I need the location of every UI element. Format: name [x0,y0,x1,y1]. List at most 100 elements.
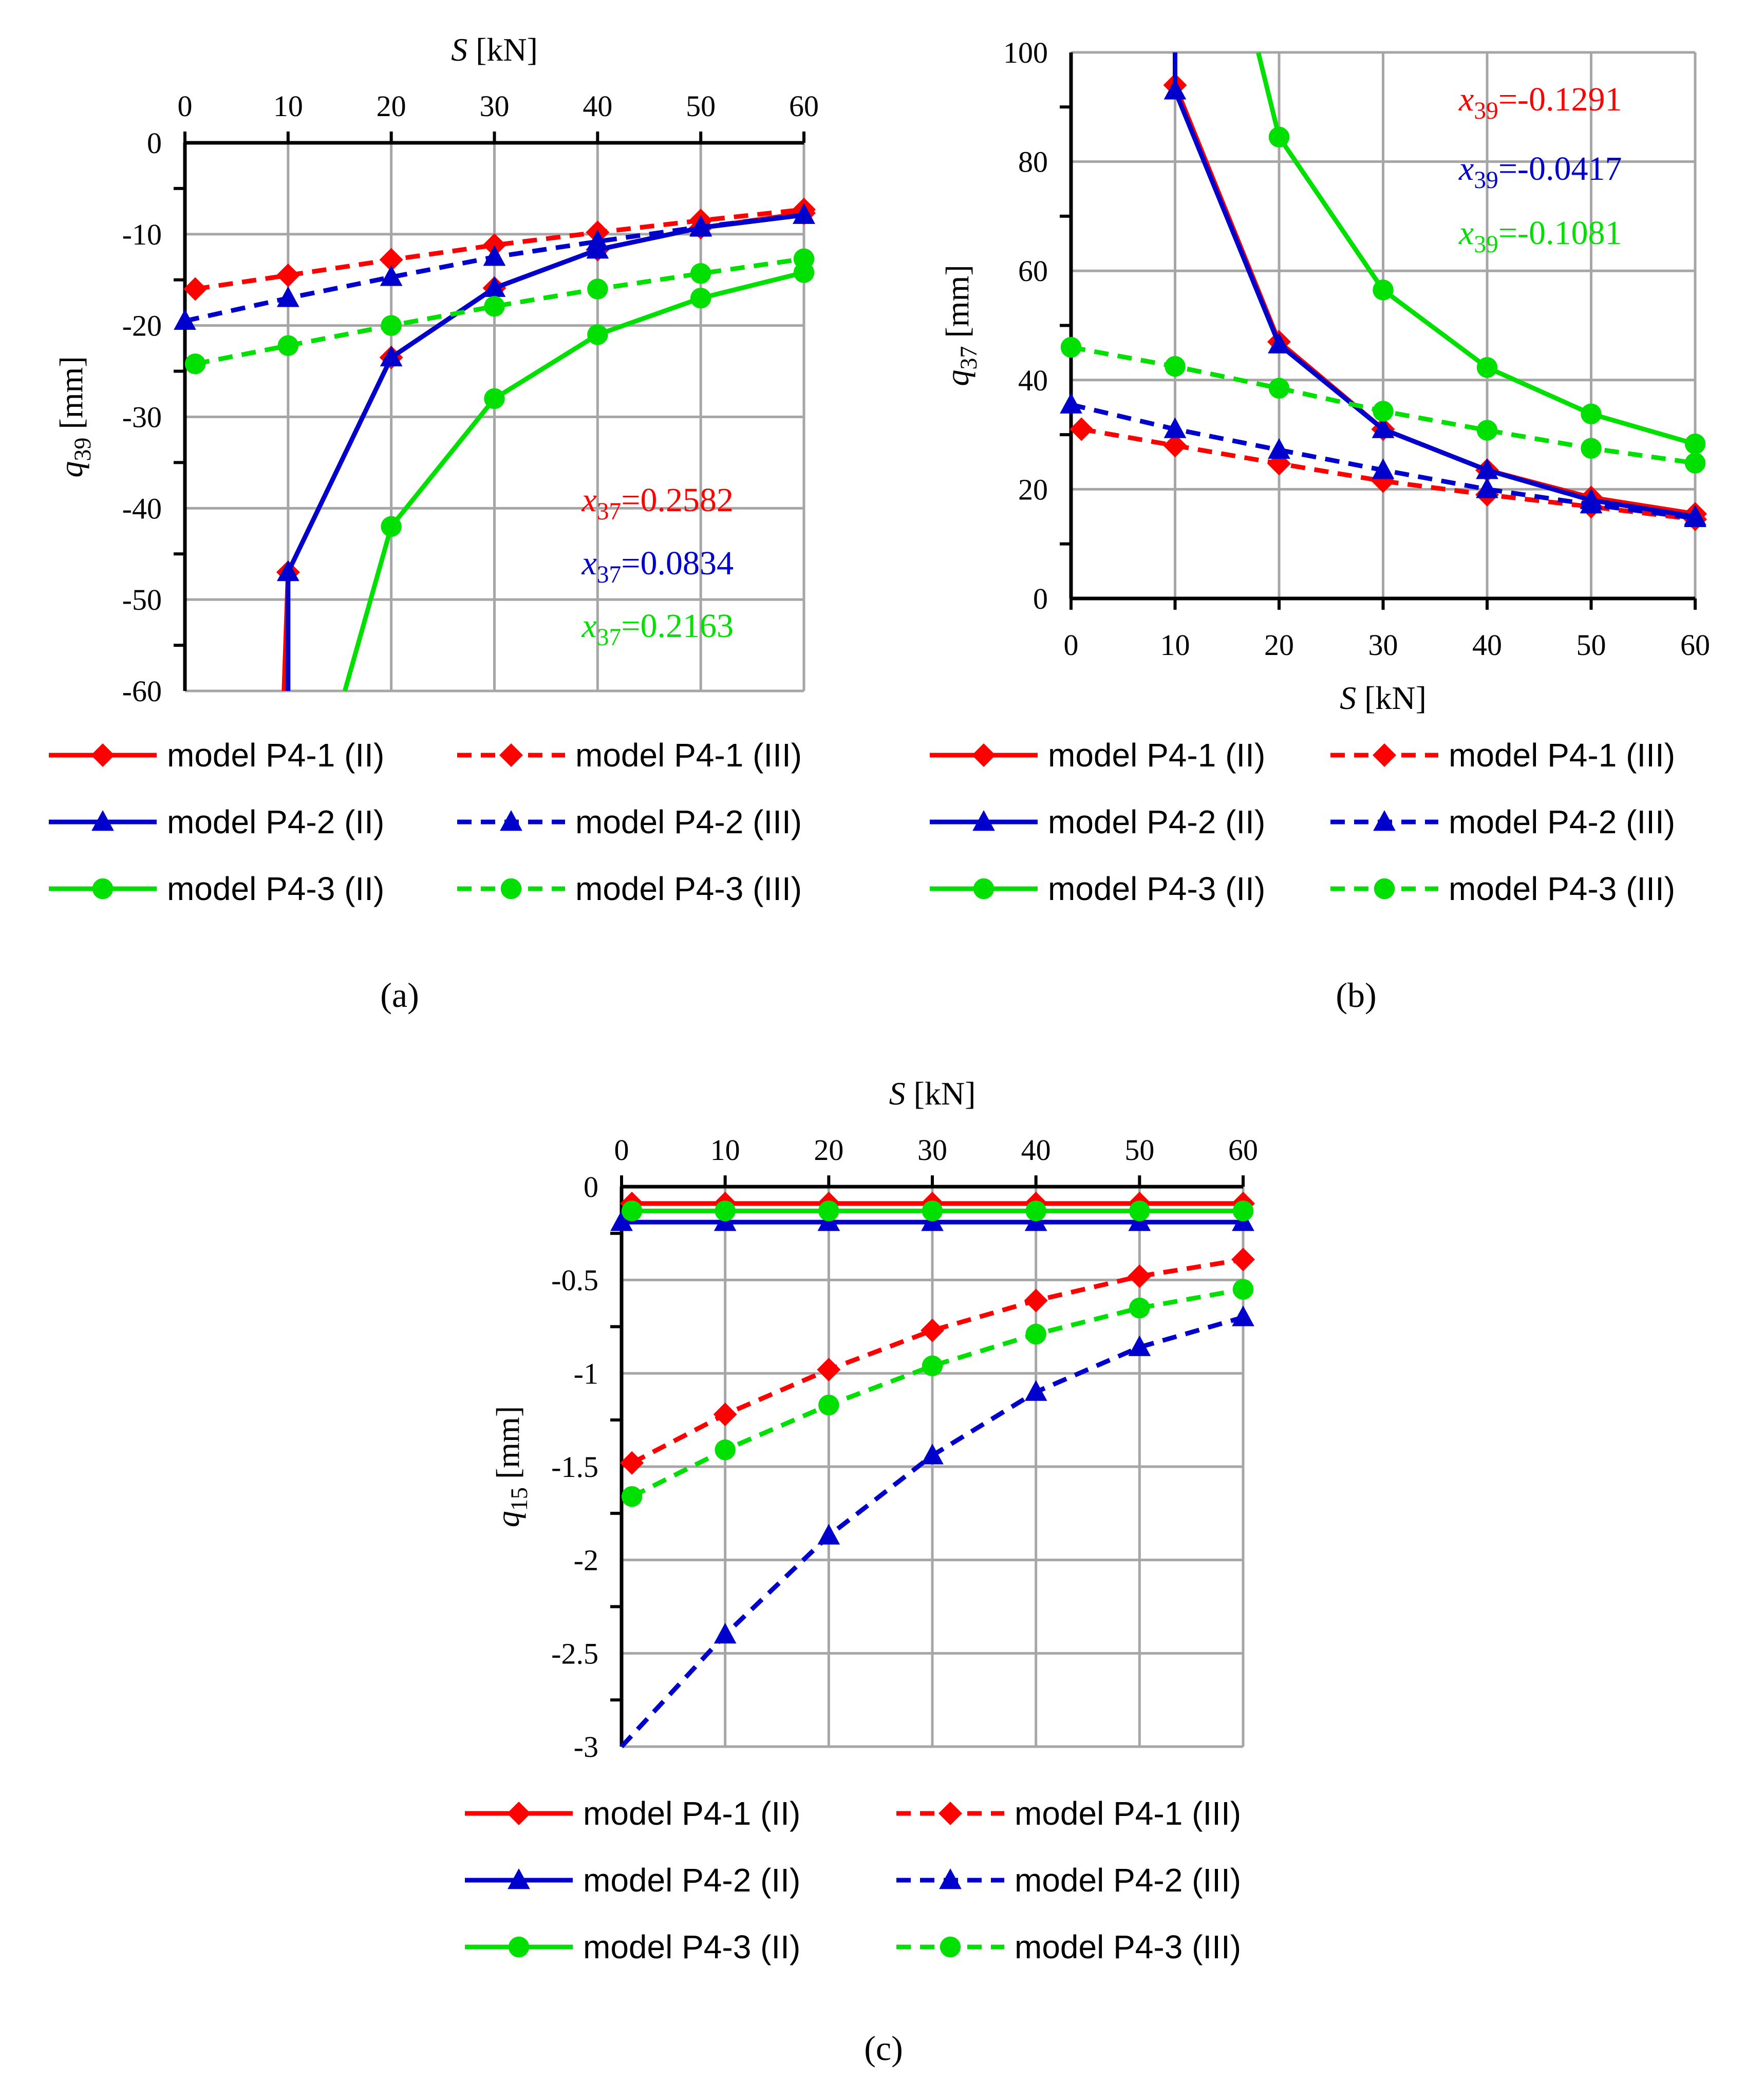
data-point [1581,403,1602,424]
data-point [1163,434,1187,458]
data-point [1372,458,1395,479]
y-tick-label: -20 [122,309,162,343]
series-line [1173,52,1696,519]
data-point [1231,1247,1255,1271]
annotation: x39=-0.1291 [1458,81,1622,124]
data-point [380,345,403,367]
data-point [1476,458,1498,479]
x-tick-label: 60 [789,89,819,123]
x-tick-label: 0 [614,1133,629,1167]
data-point [381,315,402,336]
x-tick-label: 10 [1160,628,1190,662]
data-point [690,288,711,309]
data-point [689,215,712,236]
y-tick-label: 0 [1033,582,1048,615]
data-point [587,324,608,345]
series-line [1256,51,1696,446]
y-tick-label: -0.5 [551,1264,598,1297]
data-point [818,1200,839,1222]
data-point [1025,1200,1046,1222]
data-point [921,1318,944,1342]
data-point [276,560,299,582]
y-tick-label: -2 [574,1544,598,1577]
x-tick-label: 50 [686,89,716,123]
legend-marker [972,810,995,831]
x-tick-label: 10 [710,1133,740,1167]
data-point [610,1210,633,1231]
data-point [1373,401,1394,422]
y-tick-label: 0 [584,1170,598,1204]
data-point [1025,1323,1046,1345]
data-point [587,278,608,299]
x-tick-label: 0 [178,89,193,123]
caption-c: (c) [864,2029,903,2068]
data-point [379,248,403,272]
data-point [1232,1305,1254,1326]
data-point [690,263,711,284]
legend-label: model P4-2 (III) [1015,1862,1241,1899]
data-point [1164,417,1187,438]
data-point [183,277,208,301]
legend-label: model P4-3 (II) [167,870,384,907]
y-tick-label: -3 [574,1730,598,1764]
caption-b: (b) [1336,976,1376,1015]
y-axis-label: q37 [mm] [939,265,982,386]
data-point [1060,392,1082,414]
series-group [174,197,816,692]
x-tick-label: 40 [1021,1133,1051,1167]
legend-marker [1374,878,1395,900]
legend-marker [939,1802,962,1825]
legend-marker [500,878,522,900]
legend: model P4-1 (II) model P4-1 (III) model P4-… [465,1795,1241,1965]
y-tick-label: 60 [1018,254,1048,288]
data-point [714,1623,737,1644]
legend-marker [939,1868,962,1889]
legend-label: model P4-1 (II) [583,1795,800,1832]
chart-b: 0 10 20 30 40 50 60 100 80 60 40 20 0 S [kN] q37 [mm] x… [930,36,1710,907]
data-point [715,1439,736,1460]
legend-marker [500,810,522,831]
legend-marker [499,743,523,767]
data-point [715,1200,736,1222]
data-point [1164,79,1187,100]
legend-label: model P4-2 (II) [1048,803,1265,840]
x-tick-label: 0 [1064,628,1079,662]
data-point [1373,279,1394,301]
series-group [1060,51,1707,531]
data-point [713,1402,737,1427]
x-tick-label: 40 [1472,628,1502,662]
x-tick-label: 40 [583,89,612,123]
data-point [276,263,300,287]
chart-a: 0 10 20 30 40 50 60 0 -10 -20 -30 -40 -50 -60 S [kN] q3… [49,31,819,907]
x-axis-label: S [kN] [451,31,538,68]
x-tick-label: 20 [1264,628,1294,662]
legend-marker [508,1936,530,1958]
y-tick-label: -40 [122,492,162,525]
x-tick-label: 30 [480,89,510,123]
legend-label: model P4-1 (II) [1048,737,1265,774]
legend-marker [91,810,114,831]
legend-label: model P4-3 (III) [575,870,802,907]
data-point [1684,453,1706,474]
annotation: x39=-0.0417 [1458,150,1622,194]
data-point [1476,477,1498,498]
data-point [1024,1380,1047,1401]
data-point [276,286,299,307]
data-point [277,335,299,357]
legend-label: model P4-3 (III) [1015,1928,1241,1965]
x-axis-label: S [kN] [1340,680,1427,716]
data-point [1232,1279,1254,1300]
legend: model P4-1 (II) model P4-1 (III) model P4-… [49,737,802,907]
data-point [1128,1264,1152,1288]
data-point [482,233,506,257]
y-tick-label: -1.5 [551,1450,598,1484]
y-tick-label: -30 [122,401,162,434]
legend-label: model P4-2 (II) [583,1862,800,1899]
data-point [921,1444,944,1465]
data-point [817,1358,841,1382]
data-point [184,353,206,374]
data-point [1165,355,1186,377]
data-point [483,245,506,266]
legend-marker [1373,810,1396,831]
x-tick-label: 60 [1228,1133,1258,1167]
